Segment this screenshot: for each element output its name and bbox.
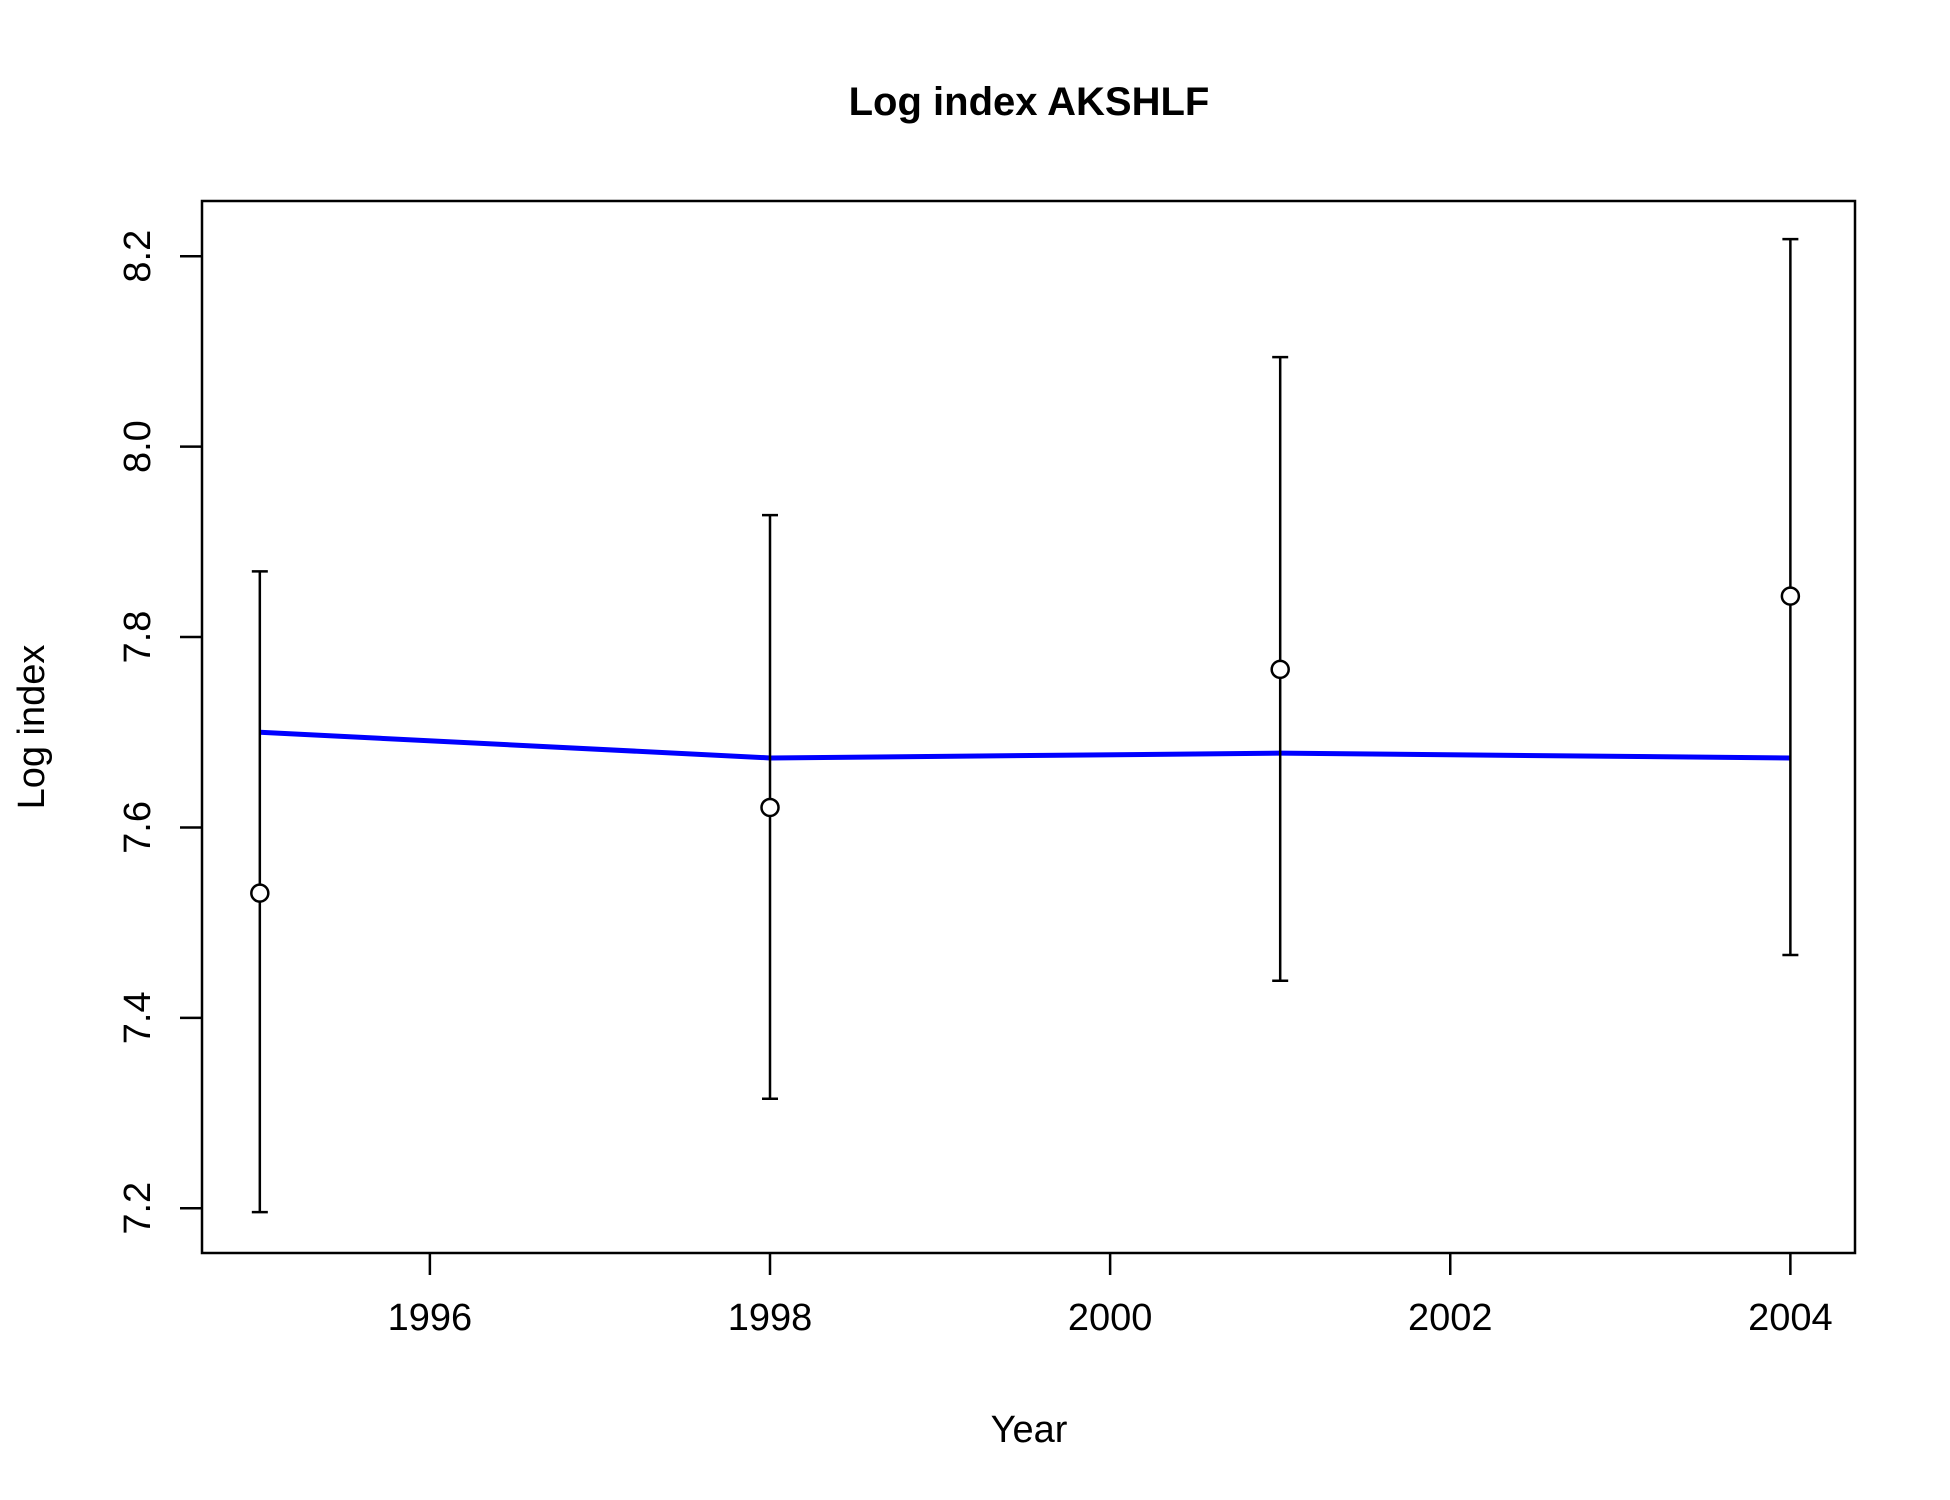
data-point: [1270, 659, 1290, 680]
point-layer: [250, 586, 1801, 903]
data-point: [760, 797, 780, 818]
y-tick-label: 7.2: [117, 1182, 159, 1235]
y-tick-label: 8.2: [117, 230, 159, 283]
x-axis: 1996 1998 2000 2002 2004: [388, 1253, 1833, 1339]
x-tick-label: 1996: [388, 1297, 473, 1339]
chart-title: Log index AKSHLF: [849, 80, 1210, 124]
plot-frame: [200, 199, 1857, 1255]
x-tick-label: 2000: [1068, 1297, 1153, 1339]
error-bar-layer: [251, 237, 1799, 1214]
data-point: [250, 883, 270, 903]
y-tick-label: 7.6: [117, 801, 159, 854]
fitted-line: [259, 729, 1791, 761]
y-tick-label: 7.4: [117, 991, 159, 1044]
x-tick-label: 1998: [728, 1297, 813, 1339]
y-axis: 7.2 7.4 7.6 7.8 8.0 8.2: [117, 230, 202, 1235]
x-tick-label: 2002: [1408, 1297, 1493, 1339]
data-point: [1780, 586, 1801, 606]
fitted-line-layer: [259, 729, 1791, 761]
x-tick-label: 2004: [1748, 1297, 1833, 1339]
y-axis-label: Log index: [11, 645, 53, 810]
y-tick-label: 8.0: [117, 420, 159, 473]
x-axis-label: Year: [991, 1409, 1068, 1451]
y-tick-label: 7.8: [117, 611, 159, 664]
